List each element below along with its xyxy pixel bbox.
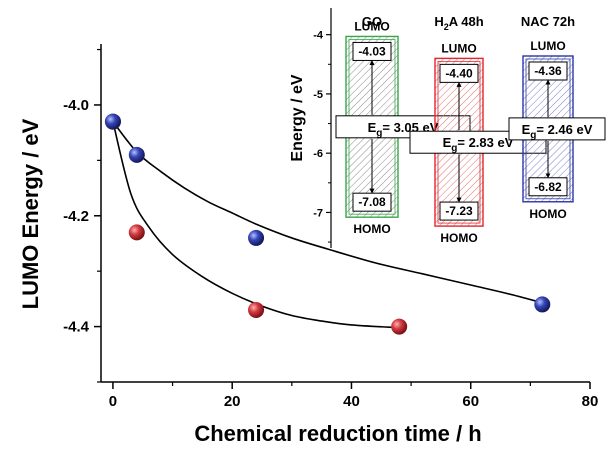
homo-value: -7.23 xyxy=(445,204,473,218)
inset-y-tick-label: -4 xyxy=(313,30,324,42)
data-point-series-2 xyxy=(248,229,265,246)
fit-curve-series-1 xyxy=(112,121,400,329)
data-point-series-2 xyxy=(104,113,121,130)
data-point-series-2 xyxy=(534,296,551,313)
y-axis-title: LUMO Energy / eV xyxy=(18,118,43,309)
x-axis-title: Chemical reduction time / h xyxy=(194,421,481,446)
inset-column-3: NAC 72h LUMO -4.36 -6.82 HOMO Eg= 2.46 eV xyxy=(508,14,606,221)
y-tick-label: -4.2 xyxy=(63,208,89,225)
eg-box xyxy=(508,117,606,141)
x-tick-label: 20 xyxy=(224,393,241,410)
x-tick-label: 60 xyxy=(462,393,479,410)
inset-y-tick-label: -5 xyxy=(313,89,323,101)
inset-column-2: H2A 48h LUMO -4.40 -7.23 HOMO Eg= 2.83 eV xyxy=(409,14,547,245)
main-plot-area xyxy=(104,113,551,335)
homo-label: HOMO xyxy=(353,222,390,236)
inset-y-axis-title: Energy / eV xyxy=(289,74,306,161)
lumo-label: LUMO xyxy=(530,39,565,53)
lumo-label: LUMO xyxy=(441,41,476,55)
y-tick-label: -4.4 xyxy=(63,319,90,336)
lumo-value: -4.36 xyxy=(534,64,562,78)
main-axes: 0 20 40 60 80 -4.0 -4.2 -4.4 xyxy=(63,44,598,410)
data-point-series-1 xyxy=(391,318,408,335)
inset-sample-name: GO xyxy=(362,14,382,29)
eg-value: Eg= 2.46 eV xyxy=(522,122,593,141)
inset-sample-name: H2A 48h xyxy=(434,14,483,32)
x-tick-label: 80 xyxy=(582,393,599,410)
lumo-label: LUMO xyxy=(354,19,389,33)
lumo-value: -4.40 xyxy=(445,66,473,80)
x-tick-label: 0 xyxy=(109,393,117,410)
inset-y-tick-label: -6 xyxy=(313,148,323,160)
lumo-value: -4.03 xyxy=(358,44,386,58)
inset-sample-name: NAC 72h xyxy=(521,14,575,29)
homo-value: -7.08 xyxy=(358,195,386,209)
y-tick-label: -4.0 xyxy=(63,97,89,114)
data-point-series-2 xyxy=(128,146,145,163)
data-point-series-1 xyxy=(248,301,265,318)
homo-label: HOMO xyxy=(440,231,477,245)
homo-value: -6.82 xyxy=(534,180,562,194)
data-point-series-1 xyxy=(128,224,145,241)
homo-label: HOMO xyxy=(529,207,566,221)
eg-value: Eg= 2.83 eV xyxy=(443,135,514,154)
inset-y-tick-label: -7 xyxy=(313,207,323,219)
x-tick-label: 40 xyxy=(343,393,360,410)
fit-curve-series-2 xyxy=(112,121,543,304)
